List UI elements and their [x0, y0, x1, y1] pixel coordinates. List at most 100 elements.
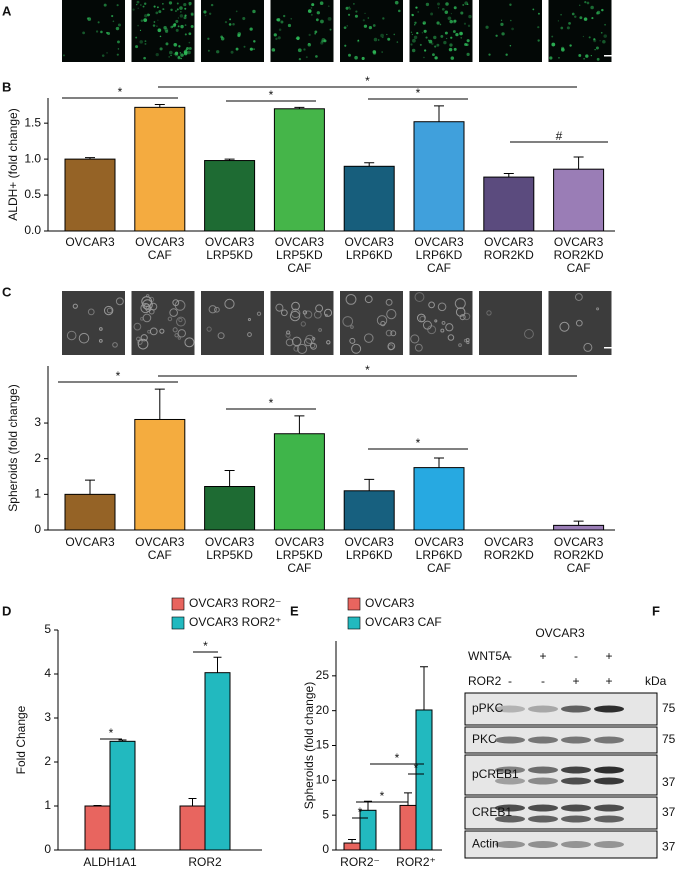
cell-signal — [448, 47, 453, 52]
blot-strip — [464, 754, 658, 796]
cell-signal — [599, 40, 601, 42]
x-tick-label: OVCAR3 LRP6KD — [344, 235, 394, 262]
y-tick-label: 25 — [316, 668, 330, 682]
cell-signal — [596, 57, 600, 61]
cell-signal — [394, 0, 399, 5]
cell-signal — [595, 46, 599, 50]
bar — [483, 176, 535, 232]
error-bar — [85, 479, 95, 495]
y-tick-label: 2 — [34, 451, 41, 465]
spheroid — [427, 325, 437, 335]
cell-signal — [311, 3, 315, 7]
cell-signal — [144, 14, 148, 18]
cell-signal — [464, 43, 468, 46]
cell-signal — [165, 29, 169, 33]
cell-signal — [466, 3, 469, 6]
cell-signal — [107, 31, 111, 35]
treatment-sign: - — [574, 649, 578, 663]
cell-signal — [144, 40, 147, 43]
cell-signal — [561, 46, 565, 50]
micrograph — [62, 0, 125, 62]
cell-signal — [177, 17, 180, 19]
cell-signal — [411, 13, 414, 17]
cell-signal — [277, 36, 281, 40]
spheroid — [133, 322, 142, 331]
cell-signal — [501, 32, 505, 36]
spheroid — [575, 319, 583, 327]
cell-signal — [283, 14, 286, 18]
cell-signal — [437, 7, 440, 9]
spheroid — [441, 321, 446, 325]
spheroid — [224, 298, 235, 309]
spheroid — [247, 317, 252, 322]
y-tick-label: 1.0 — [24, 151, 41, 165]
cell-signal — [224, 21, 228, 24]
cell-signal — [327, 5, 330, 8]
cell-signal — [175, 19, 179, 23]
error-bar — [154, 103, 165, 108]
spheroid — [414, 292, 425, 302]
cell-signal — [174, 52, 179, 57]
x-tick-label: OVCAR3 LRP5KD — [204, 235, 255, 262]
cell-signal — [433, 35, 437, 40]
micrograph — [409, 0, 473, 62]
cell-signal — [509, 44, 512, 47]
cell-signal — [159, 47, 163, 51]
spheroid — [172, 327, 178, 333]
cell-signal — [604, 23, 606, 26]
treatment-sign: + — [572, 674, 579, 688]
bar — [64, 158, 116, 232]
cell-signal — [569, 44, 572, 47]
bar — [64, 493, 116, 531]
spheroid — [458, 343, 462, 347]
cell-signal — [387, 37, 391, 41]
error-bar — [364, 478, 375, 491]
y-tick-label: 0 — [44, 842, 51, 856]
cell-signal — [459, 31, 463, 36]
cell-signal — [436, 21, 440, 25]
cell-signal — [203, 10, 207, 14]
error-bar — [503, 172, 514, 178]
cell-signal — [354, 55, 358, 60]
blot-band — [561, 804, 591, 812]
x-tick-label: OVCAR3 LRP6KD CAF — [414, 535, 464, 575]
spheroid — [280, 309, 288, 317]
cell-signal — [386, 33, 388, 36]
cell-signal — [184, 7, 187, 10]
cell-signal — [140, 4, 142, 6]
cell-signal — [396, 41, 399, 43]
bar — [273, 108, 325, 232]
cell-signal — [348, 6, 350, 8]
cell-signal — [557, 20, 560, 22]
y-tick-label: 15 — [316, 738, 330, 752]
spheroid — [140, 334, 148, 342]
cell-signal — [252, 9, 256, 14]
cell-signal — [450, 56, 455, 60]
cell-signal — [422, 21, 427, 25]
spheroid — [286, 330, 291, 335]
cell-signal — [361, 56, 365, 61]
spheroid — [177, 336, 181, 340]
cell-signal — [175, 28, 179, 32]
bar — [204, 160, 256, 232]
bar — [413, 467, 465, 531]
cell-signal — [412, 38, 416, 43]
cell-signal — [449, 19, 453, 24]
spheroid — [103, 305, 114, 316]
cell-signal — [440, 34, 444, 38]
cell-signal — [273, 33, 277, 37]
cell-signal — [566, 26, 570, 30]
cell-signal — [116, 53, 119, 56]
error-bar — [364, 162, 375, 167]
cell-signal — [444, 10, 449, 15]
error-bar — [188, 798, 197, 806]
cell-signal — [307, 9, 312, 13]
panel-label: B — [2, 79, 11, 94]
spheroid — [247, 332, 252, 337]
legend-swatch — [347, 597, 361, 611]
cell-signal — [423, 49, 427, 52]
blot-marker: 75 — [662, 732, 676, 746]
cell-signal — [579, 4, 581, 6]
treatment-sign: - — [541, 674, 545, 688]
blot-band — [594, 736, 624, 744]
